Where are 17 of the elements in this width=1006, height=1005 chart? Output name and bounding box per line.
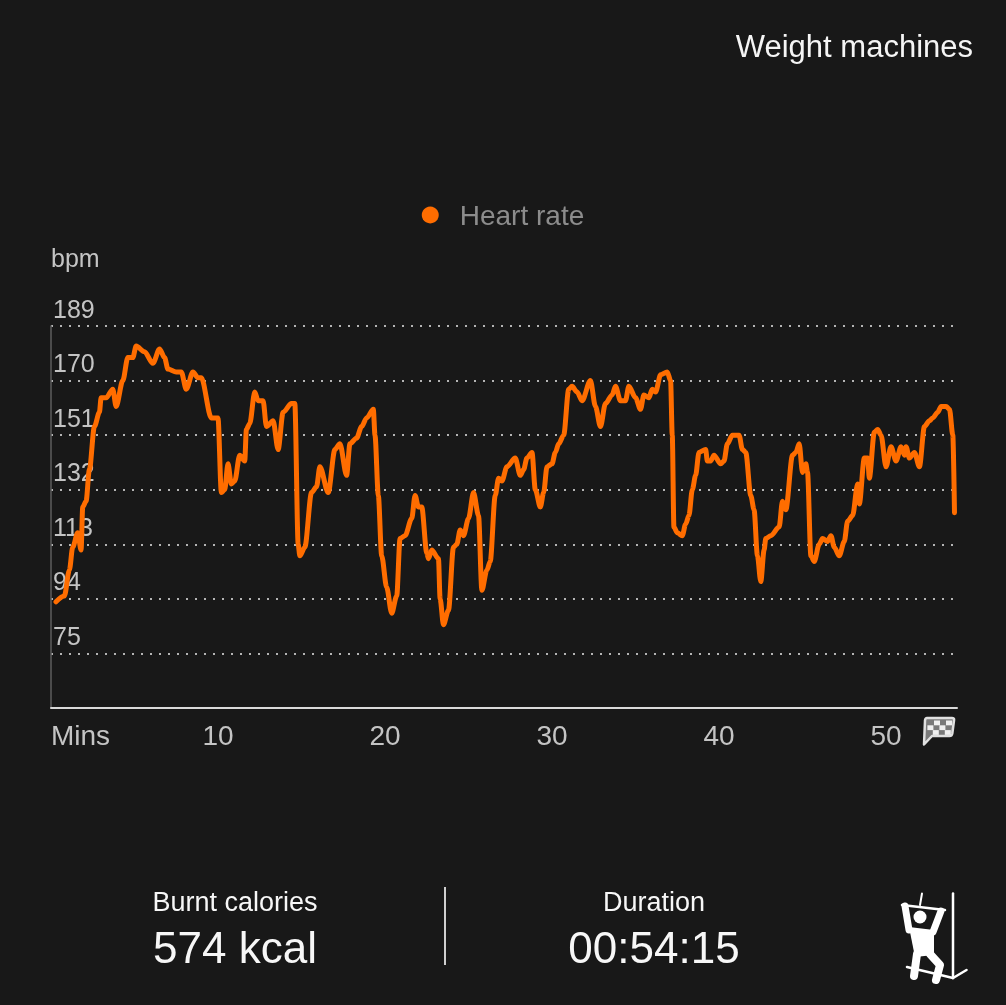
text: 00:54:15 bbox=[567, 922, 741, 974]
y-tick-label: 151 bbox=[53, 403, 95, 432]
x-tick-label: 20 bbox=[369, 719, 401, 751]
y-tick-label: 170 bbox=[53, 349, 95, 378]
y-axis-title: bpm bbox=[51, 244, 100, 272]
x-tick-label: 40 bbox=[703, 719, 735, 751]
x-tick-label: 50 bbox=[870, 719, 902, 751]
legend-label: Heart rate bbox=[459, 199, 585, 231]
x-axis-title: Mins bbox=[51, 719, 111, 751]
text: Burnt calories bbox=[151, 886, 319, 918]
x-tick-label: 10 bbox=[202, 719, 234, 751]
chart-title: Weight machines bbox=[735, 29, 974, 64]
y-tick-label: 75 bbox=[53, 621, 81, 650]
x-tick-label: 30 bbox=[536, 719, 568, 751]
y-tick-label: 189 bbox=[53, 294, 95, 323]
text: Duration bbox=[601, 886, 707, 918]
text: 574 kcal bbox=[152, 922, 318, 974]
